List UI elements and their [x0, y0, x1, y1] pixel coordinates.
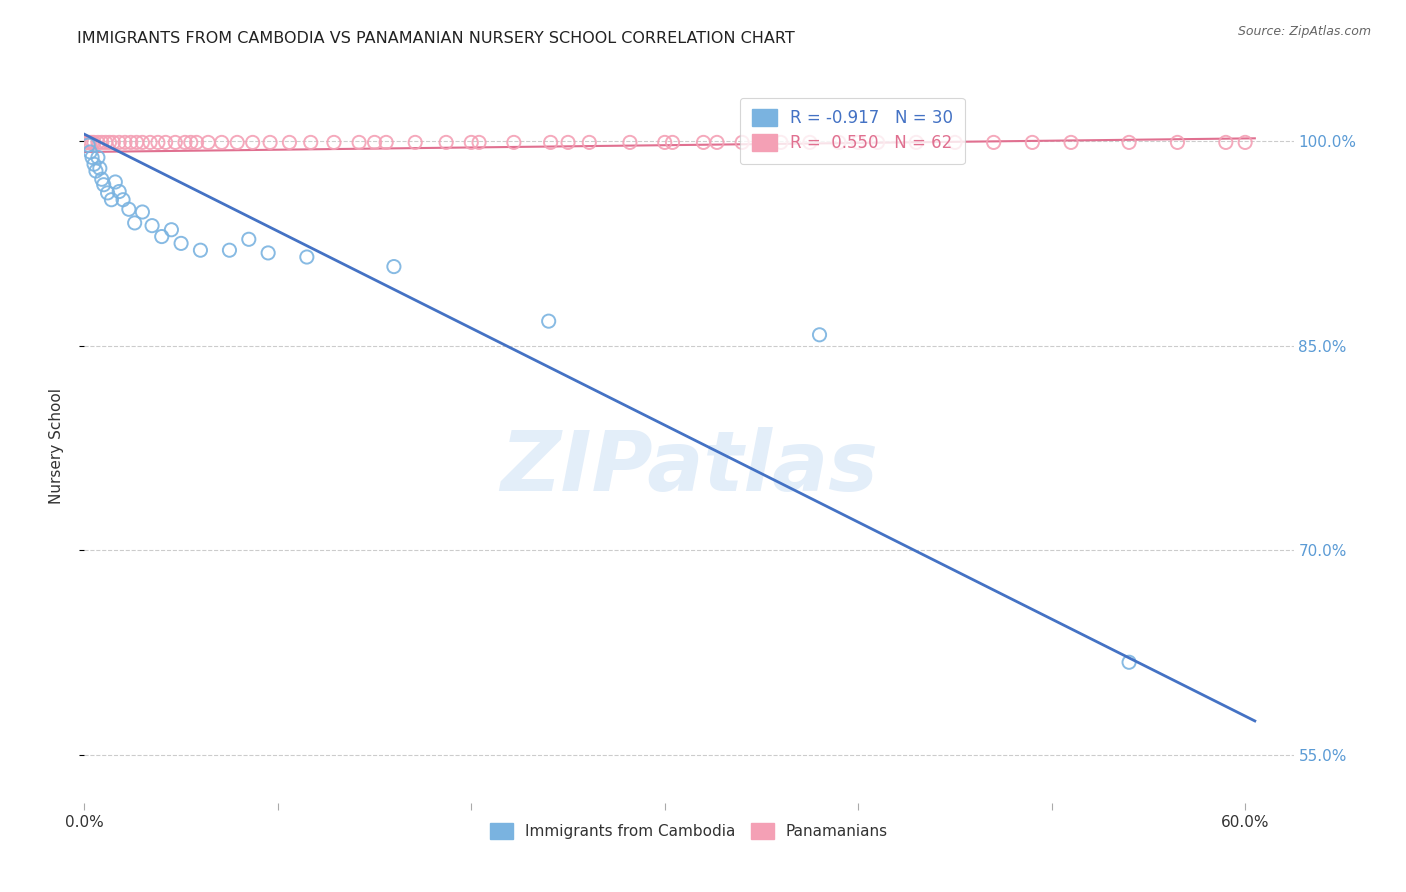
Point: [218, 243, 240, 257]
Point: [94, 136, 117, 150]
Point: [90, 172, 112, 186]
Point: [1166, 136, 1188, 150]
Point: [97, 186, 120, 200]
Point: [82, 150, 104, 164]
Point: [557, 136, 579, 150]
Point: [131, 136, 153, 150]
Point: [943, 136, 966, 150]
Point: [1215, 136, 1237, 150]
Point: [799, 136, 821, 150]
Point: [93, 178, 115, 192]
Point: [257, 246, 280, 260]
Point: [706, 136, 728, 150]
Point: [661, 136, 683, 150]
Point: [112, 193, 135, 207]
Point: [502, 136, 524, 150]
Point: [139, 136, 162, 150]
Point: [150, 229, 173, 244]
Point: [983, 136, 1005, 150]
Point: [108, 185, 131, 199]
Point: [731, 136, 754, 150]
Point: [211, 136, 233, 150]
Point: [578, 136, 600, 150]
Point: [87, 150, 110, 164]
Point: [468, 136, 491, 150]
Y-axis label: Nursery School: Nursery School: [49, 388, 63, 504]
Point: [77, 138, 100, 153]
Point: [89, 161, 111, 176]
Point: [87, 136, 110, 150]
Point: [323, 136, 346, 150]
Point: [295, 250, 318, 264]
Point: [83, 157, 105, 171]
Point: [242, 136, 264, 150]
Point: [299, 136, 322, 150]
Point: [79, 145, 101, 159]
Point: [84, 164, 107, 178]
Point: [434, 136, 457, 150]
Point: [259, 136, 281, 150]
Point: [131, 205, 153, 219]
Point: [460, 136, 482, 150]
Point: [537, 314, 560, 328]
Point: [363, 136, 385, 150]
Point: [83, 136, 105, 150]
Point: [278, 136, 301, 150]
Point: [180, 136, 202, 150]
Point: [846, 136, 869, 150]
Point: [108, 136, 131, 150]
Point: [90, 136, 112, 150]
Point: [186, 136, 208, 150]
Text: IMMIGRANTS FROM CAMBODIA VS PANAMANIAN NURSERY SCHOOL CORRELATION CHART: IMMIGRANTS FROM CAMBODIA VS PANAMANIAN N…: [77, 31, 794, 46]
Point: [1118, 655, 1140, 669]
Point: [100, 193, 122, 207]
Point: [165, 136, 187, 150]
Point: [769, 136, 792, 150]
Point: [619, 136, 641, 150]
Text: Source: ZipAtlas.com: Source: ZipAtlas.com: [1237, 25, 1371, 38]
Point: [404, 136, 426, 150]
Point: [124, 216, 146, 230]
Text: ZIPatlas: ZIPatlas: [501, 427, 877, 508]
Point: [114, 136, 136, 150]
Point: [104, 175, 127, 189]
Point: [82, 136, 104, 150]
Point: [828, 136, 851, 150]
Point: [752, 136, 775, 150]
Point: [160, 223, 183, 237]
Point: [125, 136, 148, 150]
Point: [238, 232, 260, 246]
Point: [141, 219, 163, 233]
Point: [79, 136, 101, 150]
Point: [1234, 136, 1257, 150]
Point: [77, 136, 100, 150]
Point: [75, 136, 97, 150]
Point: [118, 202, 141, 217]
Point: [1118, 136, 1140, 150]
Point: [347, 136, 370, 150]
Point: [197, 136, 219, 150]
Point: [155, 136, 177, 150]
Point: [190, 243, 212, 257]
Point: [103, 136, 125, 150]
Point: [226, 136, 249, 150]
Point: [146, 136, 169, 150]
Point: [375, 136, 398, 150]
Point: [120, 136, 142, 150]
Point: [174, 136, 197, 150]
Point: [866, 136, 889, 150]
Point: [692, 136, 714, 150]
Point: [382, 260, 405, 274]
Point: [170, 236, 193, 251]
Point: [98, 136, 121, 150]
Point: [1021, 136, 1043, 150]
Point: [1060, 136, 1083, 150]
Point: [905, 136, 928, 150]
Point: [540, 136, 562, 150]
Legend: Immigrants from Cambodia, Panamanians: Immigrants from Cambodia, Panamanians: [484, 817, 894, 845]
Point: [654, 136, 676, 150]
Point: [808, 327, 831, 342]
